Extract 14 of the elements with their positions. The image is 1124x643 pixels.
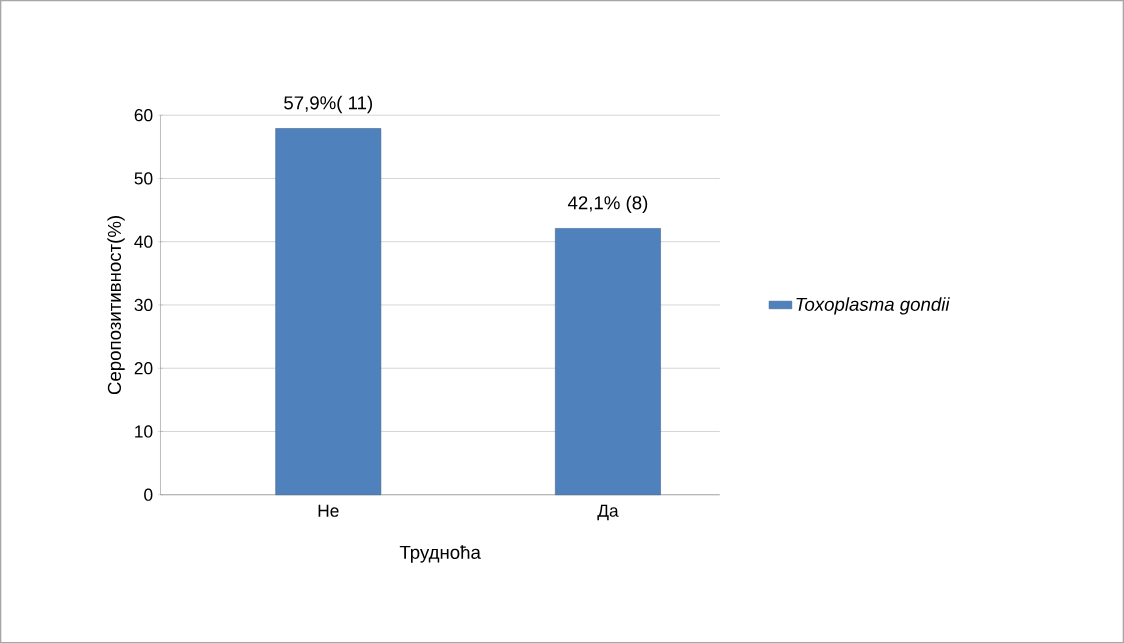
x-axis-title: Трудноћа — [399, 545, 481, 563]
y-tick-label: 30 — [134, 298, 153, 311]
data-label: 57,9%( 11) — [284, 95, 373, 114]
y-tick-label: 40 — [134, 235, 153, 248]
x-tick-label: Не — [318, 504, 339, 517]
y-tick-label: 60 — [134, 108, 153, 122]
y-tick-label: 0 — [144, 488, 153, 501]
y-tick-label: 20 — [134, 361, 153, 375]
data-label: 42,1% (8) — [567, 195, 648, 213]
y-tick-label: 10 — [135, 425, 153, 438]
x-tick-label: Да — [597, 504, 619, 521]
legend-label: Toxoplasma gondii — [796, 297, 950, 315]
y-axis-title: Серопозитивност(%) — [107, 215, 125, 395]
y-tick-label: 50 — [134, 172, 153, 185]
